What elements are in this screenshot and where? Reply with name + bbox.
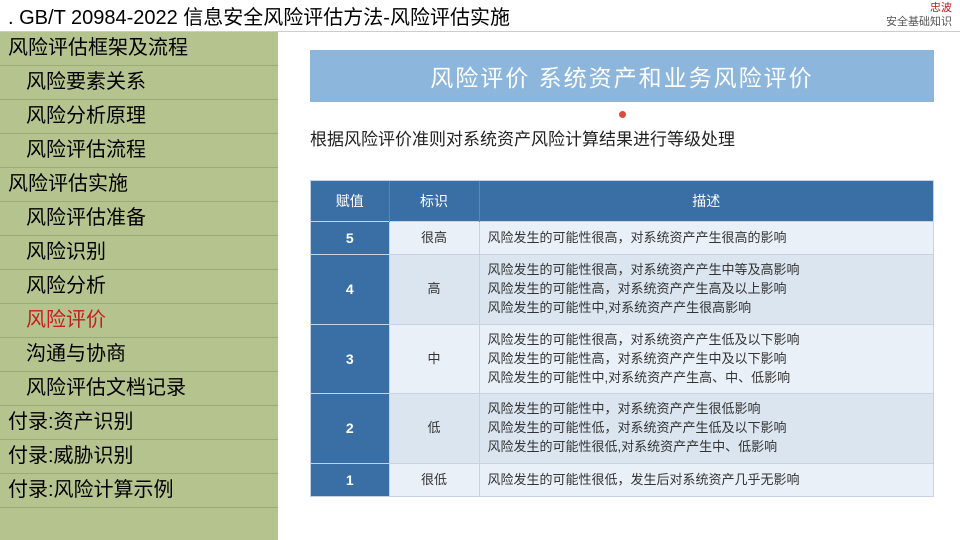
sidebar-item-13[interactable]: 付录:风险计算示例 [0, 474, 278, 508]
sidebar-item-6[interactable]: 风险识别 [0, 236, 278, 270]
cell-tag: 很高 [389, 222, 479, 255]
cell-desc: 风险发生的可能性很低，发生后对系统资产几乎无影响 [479, 463, 933, 496]
section-subtitle: 根据风险评价准则对系统资产风险计算结果进行等级处理 [310, 125, 934, 150]
table-row: 1很低风险发生的可能性很低，发生后对系统资产几乎无影响 [311, 463, 933, 496]
cell-desc: 风险发生的可能性中，对系统资产产生很低影响风险发生的可能性低，对系统资产产生低及… [479, 394, 933, 464]
cell-value: 5 [311, 222, 389, 255]
sidebar-item-9[interactable]: 沟通与协商 [0, 338, 278, 372]
section-banner: 风险评价 系统资产和业务风险评价 [310, 50, 934, 102]
table-row: 5很高风险发生的可能性很高，对系统资产产生很高的影响 [311, 222, 933, 255]
body-area: 风险评估框架及流程风险要素关系风险分析原理风险评估流程风险评估实施风险评估准备风… [0, 32, 960, 540]
cell-tag: 高 [389, 255, 479, 325]
sidebar-item-4[interactable]: 风险评估实施 [0, 168, 278, 202]
sidebar-item-11[interactable]: 付录:资产识别 [0, 406, 278, 440]
sidebar-item-8[interactable]: 风险评价 [0, 304, 278, 338]
cell-tag: 很低 [389, 463, 479, 496]
header-title: . GB/T 20984-2022 信息安全风险评估方法-风险评估实施 [8, 1, 510, 30]
sidebar-item-3[interactable]: 风险评估流程 [0, 134, 278, 168]
sidebar-item-1[interactable]: 风险要素关系 [0, 66, 278, 100]
table-row: 3中风险发生的可能性很高，对系统资产产生低及以下影响风险发生的可能性高，对系统资… [311, 324, 933, 394]
cell-value: 4 [311, 255, 389, 325]
cell-desc: 风险发生的可能性很高，对系统资产产生很高的影响 [479, 222, 933, 255]
sidebar-item-12[interactable]: 付录:威胁识别 [0, 440, 278, 474]
cell-tag: 低 [389, 394, 479, 464]
cell-desc: 风险发生的可能性很高，对系统资产产生低及以下影响风险发生的可能性高，对系统资产产… [479, 324, 933, 394]
sidebar-item-2[interactable]: 风险分析原理 [0, 100, 278, 134]
th-desc: 描述 [479, 181, 933, 222]
risk-table-wrap: 赋值 标识 描述 5很高风险发生的可能性很高，对系统资产产生很高的影响4高风险发… [310, 180, 934, 497]
cell-value: 1 [311, 463, 389, 496]
table-row: 4高风险发生的可能性很高，对系统资产产生中等及高影响风险发生的可能性高，对系统资… [311, 255, 933, 325]
cell-value: 2 [311, 394, 389, 464]
header-right: 忠波 安全基础知识 [886, 2, 952, 28]
header-tag-top: 忠波 [886, 2, 952, 15]
th-value: 赋值 [311, 181, 389, 222]
cell-desc: 风险发生的可能性很高，对系统资产产生中等及高影响风险发生的可能性高，对系统资产产… [479, 255, 933, 325]
red-dot-icon [619, 111, 626, 118]
sidebar-item-10[interactable]: 风险评估文档记录 [0, 372, 278, 406]
risk-table-body: 5很高风险发生的可能性很高，对系统资产产生很高的影响4高风险发生的可能性很高，对… [311, 222, 933, 497]
sidebar-item-0[interactable]: 风险评估框架及流程 [0, 32, 278, 66]
page-header: . GB/T 20984-2022 信息安全风险评估方法-风险评估实施 忠波 安… [0, 0, 960, 32]
risk-table: 赋值 标识 描述 5很高风险发生的可能性很高，对系统资产产生很高的影响4高风险发… [311, 181, 933, 496]
sidebar-nav: 风险评估框架及流程风险要素关系风险分析原理风险评估流程风险评估实施风险评估准备风… [0, 32, 278, 540]
cell-tag: 中 [389, 324, 479, 394]
th-tag: 标识 [389, 181, 479, 222]
main-content: 风险评价 系统资产和业务风险评价 根据风险评价准则对系统资产风险计算结果进行等级… [278, 32, 960, 540]
cell-value: 3 [311, 324, 389, 394]
table-row: 2低风险发生的可能性中，对系统资产产生很低影响风险发生的可能性低，对系统资产产生… [311, 394, 933, 464]
red-dot-row [310, 105, 934, 115]
sidebar-item-7[interactable]: 风险分析 [0, 270, 278, 304]
table-header-row: 赋值 标识 描述 [311, 181, 933, 222]
header-tag-bottom: 安全基础知识 [886, 16, 952, 29]
sidebar-item-5[interactable]: 风险评估准备 [0, 202, 278, 236]
